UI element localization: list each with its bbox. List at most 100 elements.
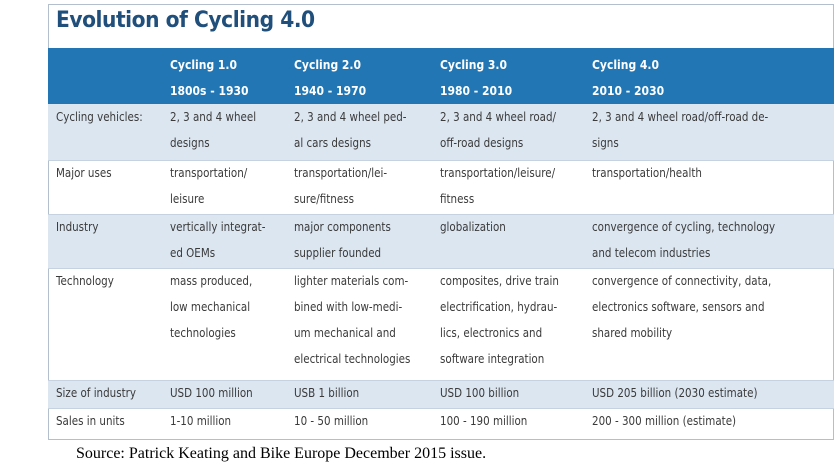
cell-line: 100 - 190 million (440, 414, 528, 428)
row-label-text: Size of industry (56, 386, 136, 400)
cell-line: 200 - 300 million (estimate) (592, 414, 737, 428)
table-row: Cycling vehicles: 2, 3 and 4 wheel designs… (48, 104, 834, 160)
cell-line: vertically integrat- (170, 220, 266, 234)
column-name: Cycling 1.0 (170, 58, 238, 72)
cell-line: 2, 3 and 4 wheel (170, 110, 257, 124)
cell-line: 2, 3 and 4 wheel ped- (294, 110, 407, 124)
cell-line: electrical technologies (294, 352, 411, 366)
table-cell: lighter materials com-bined with low-med… (294, 268, 410, 372)
cell-line: mass produced, (170, 274, 253, 288)
table-cell: vertically integrat-ed OEMs (170, 214, 265, 266)
column-period: 1800s - 1930 (170, 84, 249, 98)
cell-line: and telecom industries (592, 246, 711, 260)
cell-line: technologies (170, 326, 236, 340)
row-divider (48, 380, 834, 381)
cell-line: 1-10 million (170, 414, 232, 428)
table-cell: transportation/leisure (170, 160, 247, 212)
cell-line: low mechanical (170, 300, 251, 314)
table-title: Evolution of Cycling 4.0 (56, 8, 315, 33)
cell-line: supplier founded (294, 246, 382, 260)
cell-line: leisure (170, 192, 205, 206)
cell-line: major components (294, 220, 391, 234)
cell-line: USB 1 billion (294, 386, 360, 400)
table-row: Sales in units 1-10 million 10 - 50 millio… (48, 408, 834, 438)
row-label: Technology (56, 268, 114, 294)
row-label: Industry (56, 214, 98, 240)
column-period: 2010 - 2030 (592, 84, 665, 98)
table-cell: transportation/health (592, 160, 702, 186)
column-name: Cycling 4.0 (592, 58, 660, 72)
cell-line: USD 205 billion (2030 estimate) (592, 386, 758, 400)
row-divider (48, 214, 834, 215)
table-cell: transportation/leisure/fitness (440, 160, 555, 212)
row-label-text: Industry (56, 220, 99, 234)
table-cell: USD 100 billion (440, 380, 519, 406)
column-header: Cycling 2.0 1940 - 1970 (294, 48, 444, 104)
column-header: Cycling 1.0 1800s - 1930 (170, 48, 320, 104)
table-cell: USD 205 billion (2030 estimate) (592, 380, 757, 406)
cell-line: al cars designs (294, 136, 371, 150)
cell-line: electronics software, sensors and (592, 300, 765, 314)
table-cell: 10 - 50 million (294, 408, 368, 434)
row-divider (48, 160, 834, 161)
row-divider (48, 408, 834, 409)
cell-line: signs (592, 136, 619, 150)
column-name: Cycling 2.0 (294, 58, 362, 72)
row-label: Sales in units (56, 408, 125, 434)
row-label: Size of industry (56, 380, 136, 406)
cell-line: fitness (440, 192, 475, 206)
cell-line: lics, electronics and (440, 326, 543, 340)
column-header: Cycling 3.0 1980 - 2010 (440, 48, 590, 104)
cell-line: sure/fitness (294, 192, 354, 206)
row-label-text: Technology (56, 274, 114, 288)
cell-line: ed OEMs (170, 246, 216, 260)
table-cell: 2, 3 and 4 wheel ped-al cars designs (294, 104, 407, 156)
table-row: Technology mass produced, low mechanical te… (48, 268, 834, 380)
cell-line: um mechanical and (294, 326, 396, 340)
row-label-text: Major uses (56, 166, 112, 180)
column-period: 1940 - 1970 (294, 84, 367, 98)
table-cell: convergence of cycling, technology and te… (592, 214, 775, 266)
cell-line: off-road designs (440, 136, 524, 150)
table-cell: mass produced, low mechanical technologies (170, 268, 252, 346)
cell-line: lighter materials com- (294, 274, 409, 288)
cell-line: transportation/leisure/ (440, 166, 556, 180)
cell-line: 2, 3 and 4 wheel road/ (440, 110, 557, 124)
row-label: Major uses (56, 160, 112, 186)
cell-line: transportation/lei- (294, 166, 388, 180)
table-row: Size of industry USD 100 million USB 1 bil… (48, 380, 834, 408)
cell-line: 10 - 50 million (294, 414, 369, 428)
cell-line: USD 100 billion (440, 386, 520, 400)
cell-line: globalization (440, 220, 506, 234)
table-cell: 2, 3 and 4 wheel designs (170, 104, 256, 156)
table-cell: composites, drive train electrification, … (440, 268, 559, 372)
source-caption: Source: Patrick Keating and Bike Europe … (76, 445, 487, 462)
row-label-text: Sales in units (56, 414, 125, 428)
cell-line: transportation/ (170, 166, 248, 180)
cell-line: convergence of connectivity, data, (592, 274, 772, 288)
cell-line: transportation/health (592, 166, 702, 180)
table-header: Cycling 1.0 1800s - 1930 Cycling 2.0 1940 -… (48, 48, 834, 104)
cell-line: electrification, hydrau- (440, 300, 558, 314)
table-cell: USB 1 billion (294, 380, 359, 406)
cell-line: USD 100 million (170, 386, 253, 400)
row-label: Cycling vehicles: (56, 104, 143, 130)
table-cell: USD 100 million (170, 380, 253, 406)
cell-line: 2, 3 and 4 wheel road/off-road de- (592, 110, 769, 124)
cell-line: bined with low-medi- (294, 300, 403, 314)
column-name: Cycling 3.0 (440, 58, 508, 72)
cell-line: software integration (440, 352, 545, 366)
row-divider (48, 268, 834, 269)
cell-line: designs (170, 136, 210, 150)
row-label-text: Cycling vehicles: (56, 110, 143, 124)
table-cell: major components supplier founded (294, 214, 391, 266)
table-cell: 1-10 million (170, 408, 231, 434)
table-row: Major uses transportation/leisure transpor… (48, 160, 834, 214)
cell-line: convergence of cycling, technology (592, 220, 776, 234)
table-cell: transportation/lei-sure/fitness (294, 160, 387, 212)
table-cell: 2, 3 and 4 wheel road/off-road designs (440, 104, 556, 156)
table-cell: globalization (440, 214, 506, 240)
table-row: Industry vertically integrat-ed OEMs major… (48, 214, 834, 268)
table-cell: 100 - 190 million (440, 408, 527, 434)
column-header: Cycling 4.0 2010 - 2030 (592, 48, 742, 104)
